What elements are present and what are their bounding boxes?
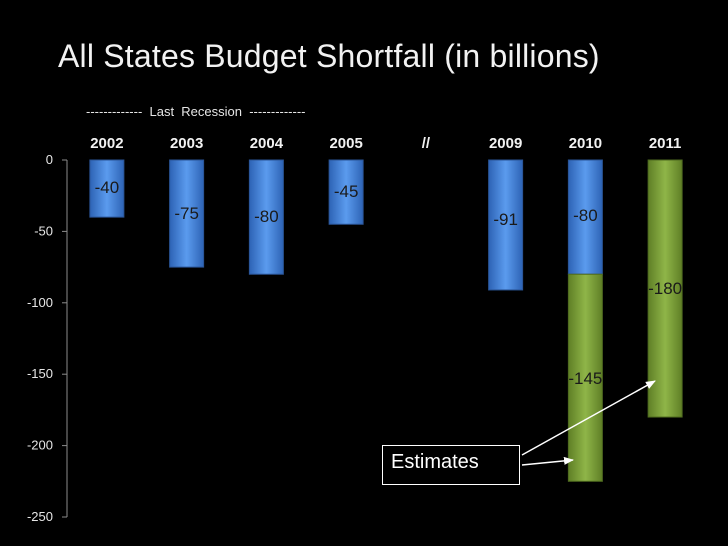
data-label-actual: -40 — [95, 178, 120, 197]
bar-estimate-2010 — [567, 273, 603, 482]
estimates-arrow-2010 — [521, 456, 574, 466]
bar-actual-2005 — [328, 159, 364, 225]
y-tick-label: -100 — [27, 295, 53, 310]
axis-break-marker: // — [422, 135, 431, 152]
y-tick-label: -50 — [34, 223, 53, 238]
chart-title: All States Budget Shortfall (in billions… — [58, 38, 600, 74]
data-label-actual: -45 — [334, 182, 359, 201]
bar-actual-2009 — [488, 159, 524, 291]
y-tick-label: 0 — [46, 152, 53, 167]
bar-actual-2003 — [169, 159, 205, 268]
data-label-actual: -91 — [493, 210, 518, 229]
bar-actual-2004 — [248, 159, 284, 275]
category-label: 2003 — [170, 135, 203, 152]
category-label: 2005 — [329, 135, 362, 152]
data-label-actual: -80 — [254, 207, 279, 226]
y-tick-label: -200 — [27, 438, 53, 453]
data-label-estimate: -145 — [568, 369, 602, 388]
category-label: 2009 — [489, 135, 522, 152]
data-label-actual: -80 — [573, 206, 598, 225]
y-tick-label: -150 — [27, 366, 53, 381]
data-label-actual: -75 — [174, 204, 199, 223]
data-label-estimate: -180 — [648, 279, 682, 298]
category-label: 2010 — [569, 135, 602, 152]
bar-estimate-2011 — [647, 159, 683, 418]
last-recession-note: ------------- Last Recession -----------… — [86, 104, 306, 119]
estimates-callout: Estimates — [382, 445, 520, 485]
category-label: 2011 — [649, 135, 682, 152]
category-label: 2002 — [90, 135, 123, 152]
category-label: 2004 — [250, 135, 284, 152]
bar-actual-2002 — [89, 159, 125, 218]
estimates-arrow-2011 — [521, 380, 656, 456]
y-tick-label: -250 — [27, 509, 53, 524]
bar-actual-2010 — [567, 159, 603, 275]
